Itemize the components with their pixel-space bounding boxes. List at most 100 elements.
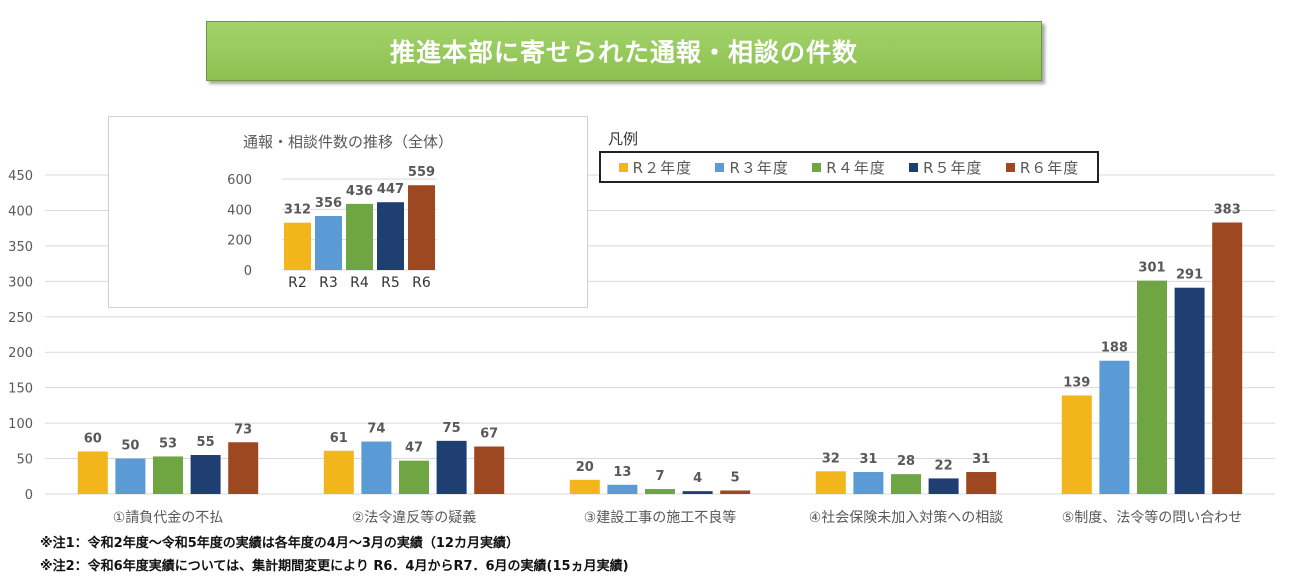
data-label: 67 xyxy=(480,427,498,442)
inset-chart-title: 通報・相談件数の推移（全体） xyxy=(242,133,453,151)
y-tick-label: 0 xyxy=(25,488,33,503)
chart-title: 推進本部に寄せられた通報・相談の件数 xyxy=(389,38,858,67)
x-category-label: ⑤制度、法令等の問い合わせ xyxy=(1062,509,1243,526)
y-tick-label: 400 xyxy=(8,204,33,219)
bar xyxy=(682,491,713,494)
bar xyxy=(323,450,354,494)
data-label: 301 xyxy=(1138,261,1165,276)
y-tick-label: 350 xyxy=(8,240,33,255)
footnote-2: ※注2：令和6年度実績については、集計期間変更により R6．4月からR7．6月の… xyxy=(40,559,629,574)
data-label: 291 xyxy=(1176,268,1203,283)
legend-swatch xyxy=(909,162,919,172)
bar xyxy=(720,490,751,494)
inset-data-label: 559 xyxy=(408,165,435,180)
bar xyxy=(853,472,884,494)
legend-label: R４年度 xyxy=(826,158,886,177)
data-label: 55 xyxy=(197,435,215,450)
y-tick-label: 450 xyxy=(8,169,33,184)
data-label: 4 xyxy=(693,471,702,486)
data-label: 32 xyxy=(822,451,840,466)
data-label: 74 xyxy=(367,422,385,437)
bar xyxy=(77,451,108,494)
y-tick-label: 250 xyxy=(8,311,33,326)
inset-data-label: 436 xyxy=(346,184,373,199)
data-label: 53 xyxy=(159,436,177,451)
legend-item-r2: R２年度 xyxy=(618,157,693,178)
inset-bar-chart: 0 200 400 600 312 R2 356 R3 436 R4 447 R5 559 R6 xyxy=(227,165,437,291)
x-category-label: ③建設工事の施工不良等 xyxy=(584,509,737,526)
data-label: 22 xyxy=(935,458,953,473)
data-label: 383 xyxy=(1214,202,1241,217)
bar xyxy=(436,440,467,494)
y-tick-label: 200 xyxy=(8,346,33,361)
y-tick-label: 50 xyxy=(16,453,33,468)
x-category-label: ②法令違反等の疑義 xyxy=(352,509,477,526)
inset-y-tick-label: 600 xyxy=(227,173,252,188)
legend-item-r3: R３年度 xyxy=(715,157,788,178)
inset-bar xyxy=(315,216,342,270)
inset-y-tick-label: 200 xyxy=(227,234,252,249)
data-label: 61 xyxy=(330,431,348,446)
legend-item-r5: R５年度 xyxy=(909,157,982,178)
legend: R２年度 R３年度 R４年度 R５年度 R６年度 xyxy=(599,151,1099,183)
inset-x-category-label: R5 xyxy=(381,275,400,291)
inset-data-label: 447 xyxy=(377,182,404,197)
footnote-1: ※注1：令和2年度～令和5年度の実績は各年度の4月～3月の実績（12カ月実績） xyxy=(40,536,519,551)
data-label: 31 xyxy=(859,452,877,467)
chart-title-banner: 推進本部に寄せられた通報・相談の件数 xyxy=(206,21,1042,81)
bar xyxy=(928,478,959,494)
inset-x-category-label: R2 xyxy=(288,275,307,291)
inset-data-label: 356 xyxy=(315,196,342,211)
inset-bar xyxy=(346,203,373,270)
legend-label: R５年度 xyxy=(923,158,983,177)
legend-swatch xyxy=(618,162,628,172)
inset-x-category-label: R6 xyxy=(412,275,431,291)
data-label: 60 xyxy=(84,431,102,446)
bar xyxy=(1061,395,1092,494)
data-label: 50 xyxy=(121,439,139,454)
legend-label: R３年度 xyxy=(729,158,789,177)
bar xyxy=(474,446,505,494)
bar xyxy=(966,472,997,494)
data-label: 73 xyxy=(234,422,252,437)
bar xyxy=(190,455,221,494)
data-label: 139 xyxy=(1063,375,1090,390)
y-tick-label: 150 xyxy=(8,382,33,397)
bar xyxy=(1137,280,1167,494)
legend-item-r4: R４年度 xyxy=(812,157,885,178)
main-bar-chart: 0 50 100 150 200 250 300 350 400 450 60 50 53 55 73 ①請負… xyxy=(8,169,1275,526)
bar xyxy=(1099,360,1130,494)
legend-swatch xyxy=(812,162,822,172)
legend-swatch xyxy=(1005,162,1015,172)
bar xyxy=(891,474,921,494)
legend-swatch xyxy=(715,162,725,172)
inset-bar xyxy=(284,222,311,270)
x-category-label: ①請負代金の不払 xyxy=(113,510,224,526)
data-label: 31 xyxy=(972,452,990,467)
y-tick-label: 300 xyxy=(8,275,33,290)
inset-bar xyxy=(408,185,435,270)
inset-y-tick-label: 0 xyxy=(244,264,252,279)
bar xyxy=(361,441,392,494)
bar xyxy=(115,458,146,494)
data-label: 188 xyxy=(1101,341,1128,356)
data-label: 28 xyxy=(897,454,915,469)
y-tick-label: 100 xyxy=(8,417,33,432)
inset-data-label: 312 xyxy=(284,203,311,218)
data-label: 13 xyxy=(613,465,631,480)
data-label: 7 xyxy=(655,469,664,484)
inset-x-category-label: R4 xyxy=(350,275,369,291)
inset-y-tick-label: 400 xyxy=(227,203,252,218)
bar xyxy=(399,460,429,494)
bar xyxy=(569,479,600,494)
data-label: 47 xyxy=(405,441,423,456)
bar xyxy=(1212,222,1243,495)
inset-bar xyxy=(377,202,404,270)
legend-label: R６年度 xyxy=(1019,158,1080,177)
legend-label: R２年度 xyxy=(632,158,693,177)
bar xyxy=(1174,287,1205,494)
bar xyxy=(645,489,675,494)
inset-x-category-label: R3 xyxy=(319,275,338,291)
x-category-label: ④社会保険未加入対策への相談 xyxy=(809,509,1004,526)
legend-title: 凡例 xyxy=(608,130,639,148)
